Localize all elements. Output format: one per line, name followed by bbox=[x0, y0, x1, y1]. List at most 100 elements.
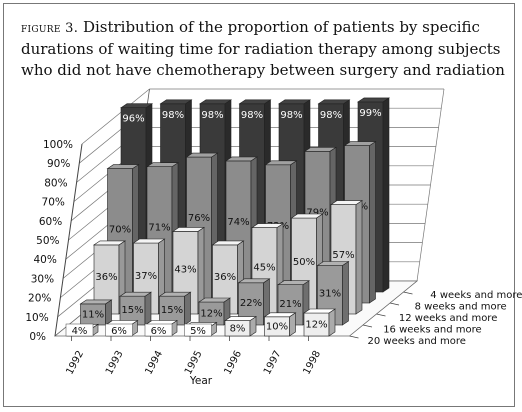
x-tick-label: 1994 bbox=[143, 349, 165, 377]
bar-side bbox=[144, 291, 152, 326]
bar-top bbox=[251, 223, 284, 228]
data-label: 71% bbox=[148, 223, 170, 234]
bar-top bbox=[316, 261, 350, 266]
x-tick-label: 1998 bbox=[301, 349, 323, 377]
gridline-side bbox=[81, 88, 150, 145]
data-label: 57% bbox=[332, 250, 354, 261]
x-tick-label: 1997 bbox=[262, 349, 284, 377]
y-tick-label: 0% bbox=[29, 331, 46, 343]
x-tick-label: 1993 bbox=[104, 349, 126, 377]
data-label: 6% bbox=[151, 326, 167, 337]
y-tick-label: 40% bbox=[33, 254, 56, 266]
data-label: 50% bbox=[293, 257, 315, 268]
data-label: 99% bbox=[359, 108, 381, 119]
data-label: 74% bbox=[227, 217, 249, 228]
bar-top bbox=[224, 316, 257, 321]
series-tick bbox=[362, 324, 373, 328]
bar-top bbox=[357, 97, 390, 103]
data-label: 98% bbox=[280, 110, 302, 121]
x-axis-label: Year bbox=[189, 375, 213, 387]
figure-label: figure 3. bbox=[21, 21, 79, 36]
bar-top bbox=[343, 141, 377, 146]
series-label: 20 weeks and more bbox=[368, 336, 466, 347]
bar-top bbox=[158, 291, 192, 297]
bar-top bbox=[119, 291, 152, 297]
series-label: 16 weeks and more bbox=[383, 325, 481, 336]
bar-side bbox=[342, 260, 349, 326]
data-label: 21% bbox=[279, 299, 301, 310]
series-tick bbox=[389, 302, 400, 306]
bar-top bbox=[303, 308, 336, 314]
bar-top bbox=[290, 213, 324, 219]
bar-top bbox=[238, 99, 272, 105]
y-tick-label: 70% bbox=[42, 197, 65, 209]
data-label: 36% bbox=[214, 272, 236, 283]
y-tick-label: 100% bbox=[43, 139, 73, 151]
data-label: 96% bbox=[122, 114, 144, 125]
data-label-box bbox=[65, 323, 94, 337]
series-label: 12 weeks and more bbox=[399, 313, 497, 324]
data-label: 98% bbox=[320, 110, 342, 121]
data-label: 22% bbox=[240, 298, 262, 309]
y-tick-label: 80% bbox=[44, 177, 67, 189]
x-tick-label: 1996 bbox=[222, 349, 244, 377]
data-label: 36% bbox=[95, 272, 117, 283]
data-label: 5% bbox=[190, 326, 206, 337]
data-label: 37% bbox=[135, 271, 157, 282]
data-label: 98% bbox=[162, 110, 184, 121]
bar-top bbox=[237, 278, 271, 284]
data-label: 11% bbox=[82, 309, 104, 320]
data-label: 76% bbox=[188, 213, 210, 224]
bar-top bbox=[199, 99, 232, 105]
bar-top bbox=[120, 103, 153, 108]
data-label: 8% bbox=[230, 324, 246, 335]
bar-top bbox=[264, 160, 298, 166]
y-tick-label: 10% bbox=[25, 312, 48, 324]
data-label: 98% bbox=[241, 110, 263, 121]
x-tick-label: 1995 bbox=[183, 349, 205, 377]
bar-top bbox=[106, 164, 140, 169]
bar-top bbox=[277, 280, 310, 286]
bar-top bbox=[225, 156, 258, 162]
bar-side bbox=[105, 299, 112, 326]
bar-top bbox=[79, 299, 113, 305]
data-label-box bbox=[184, 323, 212, 337]
data-label: 12% bbox=[305, 319, 327, 330]
bar-top bbox=[278, 99, 311, 105]
figure-caption-text: Distribution of the proportion of patien… bbox=[21, 18, 505, 79]
bar-top bbox=[198, 297, 231, 303]
data-label: 4% bbox=[72, 326, 88, 337]
data-label: 12% bbox=[200, 308, 222, 319]
bar-top bbox=[263, 312, 297, 318]
data-label: 43% bbox=[174, 265, 196, 276]
data-label: 15% bbox=[161, 305, 183, 316]
figure-frame: figure 3. Distribution of the proportion… bbox=[3, 3, 515, 407]
y-tick-label: 50% bbox=[36, 235, 59, 247]
data-label: 45% bbox=[253, 262, 275, 273]
series-tick bbox=[376, 313, 386, 317]
bar-side bbox=[328, 308, 336, 337]
series-label: 8 weeks and more bbox=[415, 302, 507, 313]
back-wall-right-edge bbox=[416, 88, 445, 282]
data-label: 15% bbox=[121, 305, 143, 316]
bar-top bbox=[211, 240, 245, 246]
data-label: 10% bbox=[266, 321, 288, 332]
bar-top bbox=[185, 152, 219, 158]
bar-top bbox=[132, 238, 166, 244]
bar-top bbox=[172, 227, 205, 232]
bar-side bbox=[369, 141, 376, 304]
y-tick-label: 90% bbox=[47, 158, 70, 170]
figure-caption: figure 3. Distribution of the proportion… bbox=[21, 17, 513, 81]
bar-side bbox=[355, 200, 363, 315]
data-label-box bbox=[144, 323, 173, 337]
bar-top bbox=[304, 147, 337, 152]
bar-top bbox=[159, 99, 193, 105]
x-tick-label: 1992 bbox=[64, 349, 86, 377]
series-tick bbox=[403, 291, 413, 295]
bar-top bbox=[93, 240, 126, 246]
series-tick bbox=[349, 335, 359, 339]
data-label: 31% bbox=[319, 288, 341, 299]
bar-side bbox=[184, 291, 191, 326]
data-label: 79% bbox=[306, 207, 328, 218]
